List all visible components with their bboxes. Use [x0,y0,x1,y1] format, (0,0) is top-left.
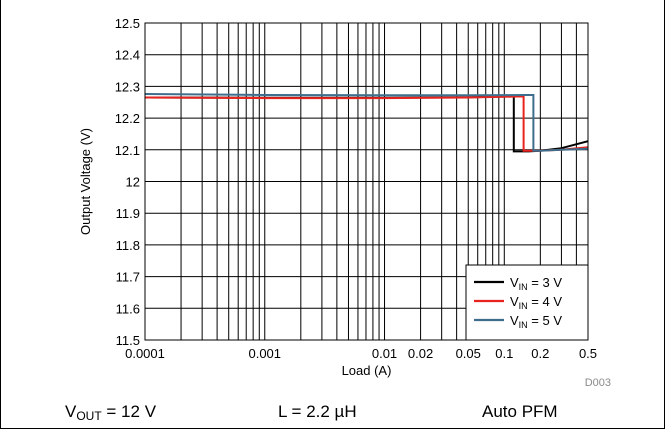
doc-code: D003 [585,377,611,389]
y-tick-label: 12.1 [115,143,140,158]
plot-area-border [144,22,589,341]
caption: VOUT = 12 V L = 2.2 µH Auto PFM [0,402,665,428]
y-axis-title: Output Voltage (V) [78,128,93,235]
x-tick-label: 0.2 [531,346,549,361]
legend-label-2: VIN = 4 V [510,294,562,311]
y-tick-label: 12.5 [115,16,140,31]
x-tick-label: 0.01 [372,346,397,361]
y-tick-label: 12 [126,175,140,190]
y-tick-label: 11.8 [116,238,140,253]
legend-label-3: VIN = 5 V [510,313,562,330]
y-tick-label: 12.3 [115,79,140,94]
y-tick-label: 12.4 [115,48,140,63]
y-tick-label: 12.2 [115,111,140,126]
legend-label-1: VIN = 3 V [510,275,562,292]
x-tick-label: 0.5 [579,346,597,361]
caption-vout: VOUT = 12 V [65,402,157,423]
legend: VIN = 3 V VIN = 4 V VIN = 5 V [465,264,589,341]
y-tick-label: 11.6 [116,301,140,316]
legend-box [465,264,589,341]
series-line-3 [144,93,589,152]
caption-mode: Auto PFM [482,402,558,421]
axes: 11.5 11.6 11.7 11.8 11.9 12 12.1 12.2 12.3 12.4 12… [78,16,597,378]
grid [144,22,589,341]
x-axis-title: Load (A) [342,363,392,378]
series-line-2 [144,95,589,152]
x-tick-label: 0.02 [408,346,433,361]
y-tick-label: 11.9 [116,206,140,221]
series-lines [144,93,589,153]
x-tick-label: 0.0001 [125,346,165,361]
x-tick-label: 0.05 [456,346,481,361]
caption-inductor: L = 2.2 µH [278,402,357,421]
y-tick-label: 11.5 [116,333,140,348]
y-tick-label: 11.7 [116,270,140,285]
series-line-1 [144,95,589,153]
x-tick-label: 0.001 [248,346,281,361]
x-tick-label: 0.1 [495,346,513,361]
chart: 11.5 11.6 11.7 11.8 11.9 12 12.1 12.2 12.3 12.4 12… [78,16,611,389]
